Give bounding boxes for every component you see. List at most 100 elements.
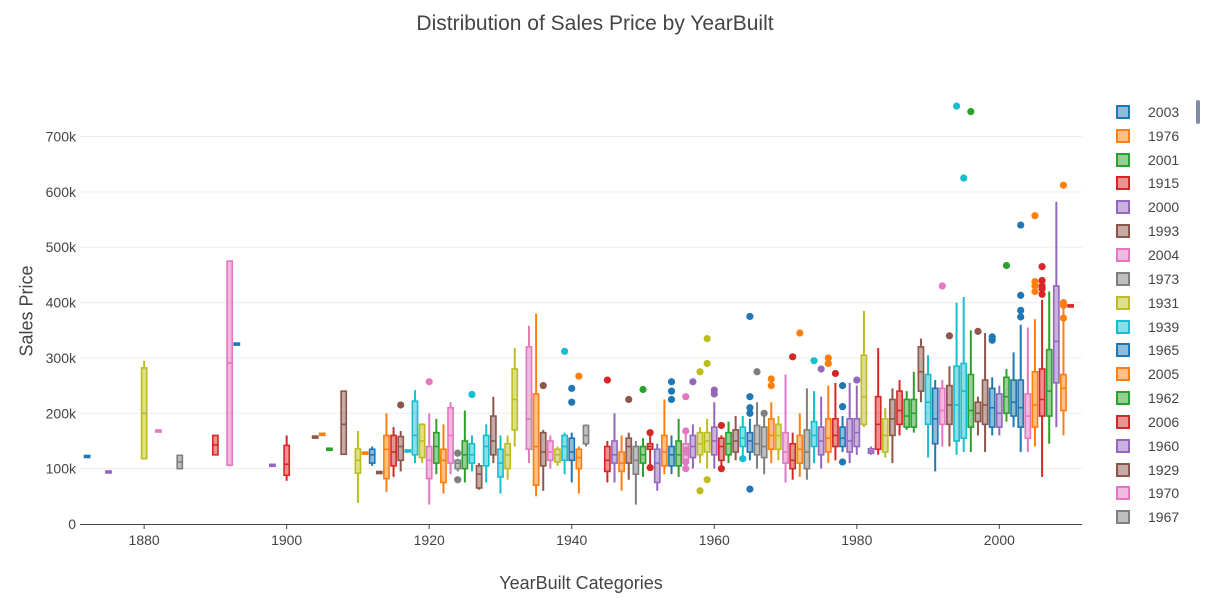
legend-swatch [1116,152,1130,167]
box-body [468,442,476,464]
box-body [1045,348,1053,417]
legend-label: 2003 [1148,103,1180,120]
outlier-point [753,368,761,376]
outlier-point [796,329,804,337]
box-1966 [753,368,761,469]
outlier-point [703,476,711,484]
box-1940 [568,384,576,483]
box-1915 [390,427,397,477]
legend[interactable]: 2003 1976 2001 1915 2000 1993 2004 1973 1931 1939… [1116,100,1179,529]
outlier-point [468,390,476,399]
box-1919 [418,423,426,464]
box-body [960,362,968,440]
legend-item-1929[interactable]: 1929 [1116,458,1179,482]
outlier-point [1017,221,1025,229]
outlier-point [703,334,711,343]
outlier-point [646,463,654,472]
box-body [525,346,533,451]
legend-item-1962[interactable]: 1962 [1116,386,1179,410]
box-1952 [653,443,661,491]
outlier-point [1017,291,1025,299]
box-1972 [796,329,804,477]
box-1893 [233,342,241,346]
legend-item-1976[interactable]: 1976 [1116,124,1179,148]
legend-label: 1967 [1148,509,1180,526]
legend-item-2005[interactable]: 2005 [1116,362,1179,386]
outlier-point [639,385,647,394]
box-body [931,387,939,445]
box-1982 [867,446,875,455]
box-1912 [368,446,376,466]
box-1978 [838,382,847,466]
box-1948 [625,395,633,480]
legend-item-1965[interactable]: 1965 [1116,338,1179,362]
legend-item-2001[interactable]: 2001 [1116,148,1179,172]
outlier-point [682,458,690,466]
box-body [283,444,291,477]
box-body [953,365,960,442]
box-body [383,434,390,480]
legend-item-1939[interactable]: 1939 [1116,315,1179,339]
box-body [489,415,497,456]
box-1963 [732,416,740,461]
box-body [561,434,569,462]
box-1999 [988,333,996,436]
legend-item-1993[interactable]: 1993 [1116,219,1179,243]
box-body [767,418,775,451]
legend-item-1960[interactable]: 1960 [1116,434,1179,458]
box-1990 [924,355,932,458]
box-1916 [397,401,405,472]
outlier-point [682,465,690,473]
box-body [1010,379,1017,417]
box-1885 [176,454,184,470]
box-1988 [910,371,918,433]
x-tick-label: 1980 [841,532,872,548]
box-1958 [696,368,704,495]
box-1911 [361,451,369,455]
box-body [803,429,811,470]
box-body [411,400,419,456]
legend-item-1915[interactable]: 1915 [1116,172,1179,196]
legend-item-2004[interactable]: 2004 [1116,243,1179,267]
box-body [967,373,975,428]
box-1967 [760,409,768,475]
outlier-point [682,446,690,454]
box-1959 [703,334,711,484]
outlier-point [561,347,569,355]
y-tick-label: 100k [46,461,77,477]
outlier-point [682,427,690,435]
x-axis-ticks: 1880 1900 1920 1940 1960 1980 2000 [129,524,1015,548]
outlier-point [945,332,954,340]
outlier-point [539,382,547,390]
box-1892 [226,260,234,467]
box-1928 [482,424,490,483]
legend-swatch [1116,247,1130,262]
box-1964 [739,416,747,463]
box-1961 [717,421,725,473]
box-2010 [1067,304,1074,308]
outlier-point [696,487,704,495]
box-body [625,437,633,464]
outlier-point [967,108,975,116]
box-1995 [960,174,968,453]
legend-item-1973[interactable]: 1973 [1116,267,1179,291]
box-1989 [917,338,925,403]
legend-scrollbar[interactable] [1196,100,1200,124]
legend-item-2006[interactable]: 2006 [1116,410,1179,434]
box-body [775,423,782,451]
box-body [824,418,832,453]
chart-title: Distribution of Sales Price by YearBuilt [416,12,774,35]
legend-item-2003[interactable]: 2003 [1116,100,1179,124]
legend-item-1967[interactable]: 1967 [1116,505,1179,529]
outlier-point [1038,263,1046,271]
box-1925 [461,410,469,483]
box-body [368,448,376,464]
legend-item-2000[interactable]: 2000 [1116,195,1179,219]
box-1922 [440,424,447,494]
legend-swatch [1116,462,1130,477]
box-body [1031,370,1039,428]
y-axis-label: Sales Price [16,265,37,357]
legend-item-1931[interactable]: 1931 [1116,291,1179,315]
legend-item-1970[interactable]: 1970 [1116,482,1179,506]
outlier-point [1031,212,1039,220]
